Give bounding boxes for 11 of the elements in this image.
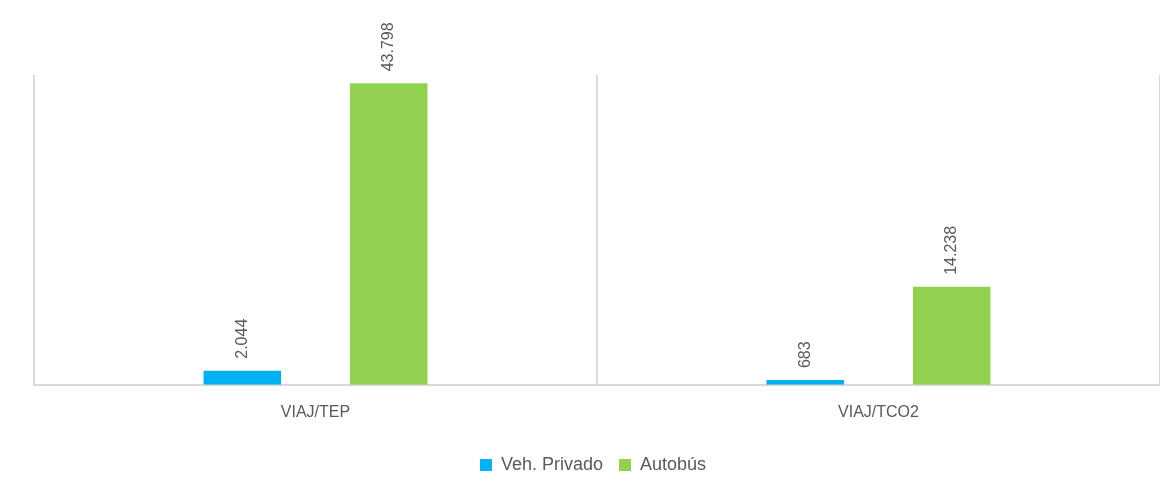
bar [349,83,428,385]
data-label: 2.044 [232,318,250,359]
legend-label: Veh. Privado [500,453,604,474]
legend-label: Autobús [640,453,707,474]
x-tick-label: VIAJ/TCO2 [838,402,920,420]
data-label: 683 [795,341,813,369]
bar [912,286,991,385]
bar [203,370,282,385]
data-label: 43.798 [379,22,397,72]
data-label: 14.238 [942,225,960,275]
x-tick-label: VIAJ/TEP [280,402,351,420]
